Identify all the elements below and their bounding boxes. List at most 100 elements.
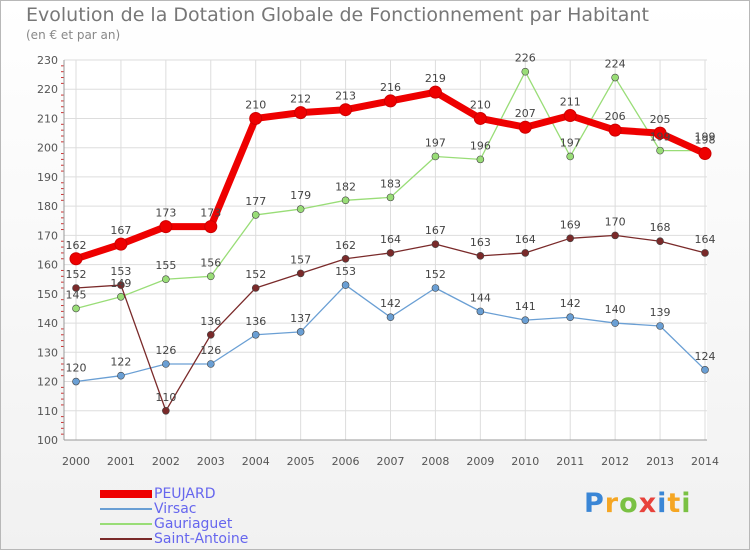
data-point bbox=[117, 281, 125, 289]
data-label: 141 bbox=[515, 300, 536, 313]
x-tick-label: 2003 bbox=[197, 455, 225, 468]
data-point bbox=[251, 211, 260, 219]
data-label: 199 bbox=[695, 131, 716, 144]
data-label: 167 bbox=[110, 224, 131, 237]
x-tick-label: 2008 bbox=[421, 455, 449, 468]
y-tick-label: 180 bbox=[37, 200, 58, 213]
data-label: 216 bbox=[380, 81, 401, 94]
chart-subtitle: (en € et par an) bbox=[26, 28, 121, 42]
data-point bbox=[476, 155, 485, 164]
data-point bbox=[476, 252, 485, 260]
logo-letter: o bbox=[619, 488, 639, 519]
data-label: 210 bbox=[470, 98, 491, 111]
data-point bbox=[69, 252, 83, 266]
data-point bbox=[204, 220, 218, 234]
data-label: 182 bbox=[335, 180, 356, 193]
data-point bbox=[206, 330, 215, 339]
data-label: 142 bbox=[380, 297, 401, 310]
data-point bbox=[611, 73, 619, 82]
data-label: 137 bbox=[290, 312, 311, 325]
chart-title: Evolution de la Dotation Globale de Fonc… bbox=[26, 4, 649, 26]
data-label: 157 bbox=[290, 253, 311, 266]
logo-letter: r bbox=[604, 488, 620, 519]
data-point bbox=[162, 360, 170, 368]
data-label: 122 bbox=[110, 356, 131, 369]
data-point bbox=[72, 304, 80, 313]
data-label: 177 bbox=[245, 195, 266, 208]
data-label: 140 bbox=[605, 303, 626, 316]
data-label: 173 bbox=[200, 207, 221, 220]
data-point bbox=[428, 85, 442, 99]
data-label: 197 bbox=[560, 136, 581, 149]
data-point bbox=[653, 126, 667, 140]
data-label: 164 bbox=[695, 233, 716, 246]
data-label: 164 bbox=[380, 233, 401, 246]
y-tick-label: 150 bbox=[37, 288, 58, 301]
legend-label: PEUJARD bbox=[154, 486, 216, 502]
logo-letter: i bbox=[657, 488, 668, 519]
y-tick-label: 190 bbox=[37, 171, 58, 184]
data-label: 136 bbox=[200, 315, 221, 328]
x-tick-label: 2014 bbox=[691, 455, 719, 468]
data-label: 163 bbox=[470, 236, 491, 249]
data-point bbox=[611, 231, 619, 240]
data-point bbox=[656, 146, 664, 155]
data-point bbox=[114, 237, 128, 251]
data-label: 142 bbox=[560, 297, 581, 310]
legend-swatch bbox=[100, 490, 152, 498]
data-point bbox=[521, 316, 530, 324]
data-label: 173 bbox=[155, 207, 176, 220]
data-label: 152 bbox=[245, 268, 266, 281]
data-label: 162 bbox=[66, 239, 87, 252]
data-label: 120 bbox=[66, 362, 87, 375]
data-label: 226 bbox=[515, 52, 536, 65]
data-point bbox=[566, 152, 575, 161]
data-point bbox=[206, 360, 215, 368]
data-point bbox=[296, 269, 305, 278]
data-point bbox=[72, 377, 80, 386]
data-label: 152 bbox=[66, 268, 87, 281]
data-label: 144 bbox=[470, 291, 491, 304]
data-label: 167 bbox=[425, 224, 446, 237]
x-tick-label: 2005 bbox=[287, 455, 315, 468]
x-tick-label: 2001 bbox=[107, 455, 135, 468]
data-point bbox=[162, 406, 170, 415]
data-label: 152 bbox=[425, 268, 446, 281]
data-point bbox=[566, 234, 575, 243]
x-tick-label: 2012 bbox=[601, 455, 629, 468]
logo-letter: t bbox=[667, 488, 682, 519]
data-label: 179 bbox=[290, 189, 311, 202]
x-tick-label: 2013 bbox=[646, 455, 674, 468]
data-label: 206 bbox=[605, 110, 626, 123]
data-point bbox=[608, 123, 622, 137]
data-point bbox=[251, 330, 260, 339]
data-point bbox=[341, 281, 350, 289]
data-point bbox=[251, 284, 260, 292]
data-point bbox=[431, 240, 440, 248]
data-point bbox=[159, 220, 173, 234]
data-point bbox=[206, 272, 215, 281]
data-label: 210 bbox=[245, 98, 266, 111]
y-tick-label: 130 bbox=[37, 346, 58, 359]
data-label: 164 bbox=[515, 233, 536, 246]
logo-letter: P bbox=[584, 488, 605, 519]
data-point bbox=[249, 111, 263, 125]
x-tick-label: 2007 bbox=[377, 455, 405, 468]
data-label: 126 bbox=[200, 344, 221, 357]
data-point bbox=[701, 366, 709, 374]
data-point bbox=[386, 313, 395, 322]
data-point bbox=[698, 147, 712, 161]
data-point bbox=[563, 109, 577, 123]
data-point bbox=[162, 275, 170, 284]
legend-label: Virsac bbox=[154, 501, 197, 517]
data-point bbox=[656, 322, 664, 330]
data-point bbox=[431, 152, 440, 161]
data-label: 124 bbox=[695, 350, 716, 363]
data-label: 149 bbox=[110, 277, 131, 290]
data-point bbox=[656, 237, 664, 246]
data-point bbox=[431, 284, 440, 292]
data-label: 196 bbox=[470, 139, 491, 152]
data-label: 145 bbox=[66, 288, 87, 301]
data-label: 183 bbox=[380, 177, 401, 190]
